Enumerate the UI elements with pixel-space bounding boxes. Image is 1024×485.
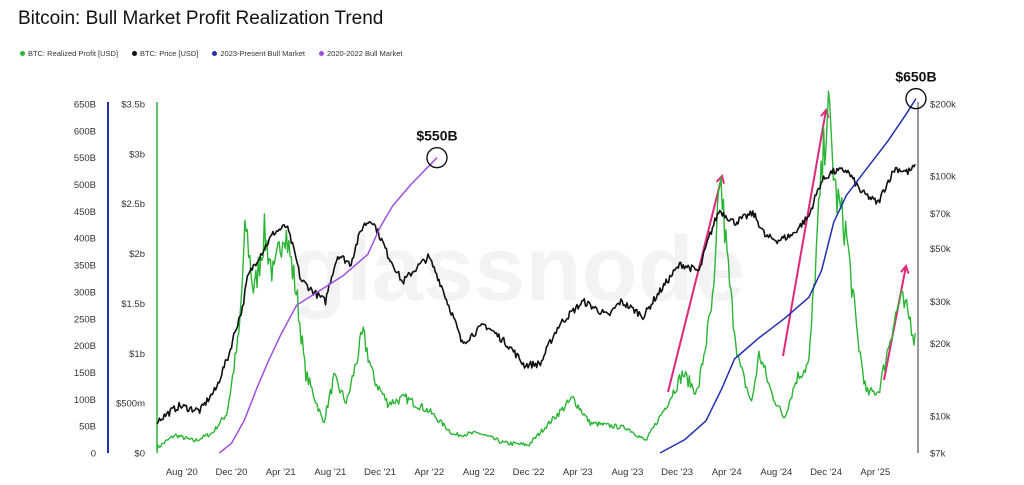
annotation-circle-0 (426, 146, 448, 169)
legend-swatch-realized-profit (20, 51, 25, 56)
tick-label-price: $30k (930, 297, 951, 308)
trend-arrow-2 (883, 265, 907, 381)
chart-title: Bitcoin: Bull Market Profit Realization … (18, 8, 384, 29)
tick-label-cumulative: 500B (74, 180, 96, 191)
legend-swatch-price (132, 51, 138, 56)
ticks-x: Aug '20 Dec '20 Apr '21 Aug '21 Dec '21 Apr '… (166, 467, 890, 478)
tick-label-cumulative: 50B (79, 422, 96, 433)
tick-label-realized-profit: $0 (134, 449, 145, 460)
legend-label-realized-profit: BTC: Realized Profit [USD] (28, 49, 119, 58)
legend-item-2020-bull[interactable]: 2020-2022 Bull Market (319, 49, 402, 58)
tick-label-x: Dec '21 (364, 467, 396, 478)
tick-label-cumulative: 550B (74, 153, 96, 164)
legend-item-price[interactable]: BTC: Price [USD] (132, 49, 198, 58)
series-group (156, 90, 917, 454)
axes-group (107, 102, 919, 453)
trend-arrows (667, 107, 910, 393)
tick-label-cumulative: 100B (74, 395, 96, 406)
trend-arrow-1 (782, 109, 827, 357)
trend-arrow-0 (667, 175, 723, 393)
tick-label-cumulative: 250B (74, 314, 96, 325)
tick-label-cumulative: 650B (74, 100, 96, 111)
chart-legend: BTC: Realized Profit [USD] BTC: Price [U… (20, 49, 402, 58)
trend-arrowhead-0 (715, 173, 725, 184)
tick-label-x: Apr '22 (414, 467, 444, 478)
tick-label-x: Apr '23 (563, 467, 593, 478)
annotation-label-1: $650B (895, 69, 936, 85)
tick-label-realized-profit: $3b (129, 149, 145, 160)
series-line-2 (659, 98, 917, 454)
annotation-circle-1 (905, 87, 927, 110)
tick-label-x: Aug '23 (611, 467, 643, 478)
series-line-0 (156, 90, 916, 451)
tick-label-cumulative: 450B (74, 207, 96, 218)
watermark-text: glassnode (290, 218, 745, 320)
series-line-3 (218, 157, 438, 454)
tick-label-x: Apr '21 (266, 467, 296, 478)
tick-label-price: $50k (930, 244, 951, 255)
annotations: $550B $650B (416, 69, 937, 169)
annotation-label-0: $550B (416, 128, 457, 144)
ticks-realized-profit: $0 $500m $1b $1.5b $2b $2.5b $3b $3.5b (116, 100, 145, 460)
legend-swatch-2020-bull (319, 51, 324, 56)
tick-label-x: Dec '22 (513, 467, 545, 478)
tick-label-price: $10k (930, 411, 951, 422)
legend-label-2023-bull: 2023-Present Bull Market (220, 49, 305, 58)
tick-label-x: Aug '21 (314, 467, 346, 478)
tick-label-realized-profit: $2.5b (121, 199, 145, 210)
tick-label-realized-profit: $1.5b (121, 299, 145, 310)
tick-label-x: Aug '22 (463, 467, 495, 478)
legend-swatch-2023-bull (212, 51, 218, 56)
ticks-cumulative: 0 50B 100B 150B 200B 250B 300B 350B 400B 450B 500B… (74, 100, 96, 460)
tick-label-price: $7k (930, 449, 946, 460)
tick-label-x: Dec '24 (810, 467, 842, 478)
tick-label-x: Apr '25 (860, 467, 890, 478)
tick-label-x: Aug '20 (166, 467, 198, 478)
tick-label-realized-profit: $1b (129, 349, 145, 360)
tick-label-x: Dec '23 (661, 467, 693, 478)
legend-label-2020-bull: 2020-2022 Bull Market (327, 49, 403, 58)
tick-label-x: Aug '24 (760, 467, 792, 478)
tick-label-price: $20k (930, 339, 951, 350)
legend-label-price: BTC: Price [USD] (140, 49, 199, 58)
tick-label-realized-profit: $500m (116, 399, 145, 410)
tick-label-cumulative: 300B (74, 287, 96, 298)
ticks-price: $7k $10k $20k $30k $50k $70k $100k $200k (930, 100, 956, 460)
trend-arrowhead-2 (900, 263, 910, 274)
tick-label-price: $200k (930, 100, 956, 111)
series-line-1 (156, 163, 916, 425)
tick-label-realized-profit: $3.5b (121, 100, 145, 111)
tick-label-cumulative: 0 (91, 449, 96, 460)
tick-label-price: $70k (930, 209, 951, 220)
tick-label-cumulative: 350B (74, 261, 96, 272)
tick-label-x: Apr '24 (712, 467, 742, 478)
tick-label-x: Dec '20 (216, 467, 248, 478)
tick-label-cumulative: 400B (74, 234, 96, 245)
tick-label-realized-profit: $2b (129, 249, 145, 260)
tick-label-cumulative: 150B (74, 368, 96, 379)
tick-label-price: $100k (930, 172, 956, 183)
tick-label-cumulative: 600B (74, 126, 96, 137)
tick-label-cumulative: 200B (74, 341, 96, 352)
legend-item-2023-bull[interactable]: 2023-Present Bull Market (212, 49, 305, 58)
legend-item-realized-profit[interactable]: BTC: Realized Profit [USD] (20, 49, 118, 58)
